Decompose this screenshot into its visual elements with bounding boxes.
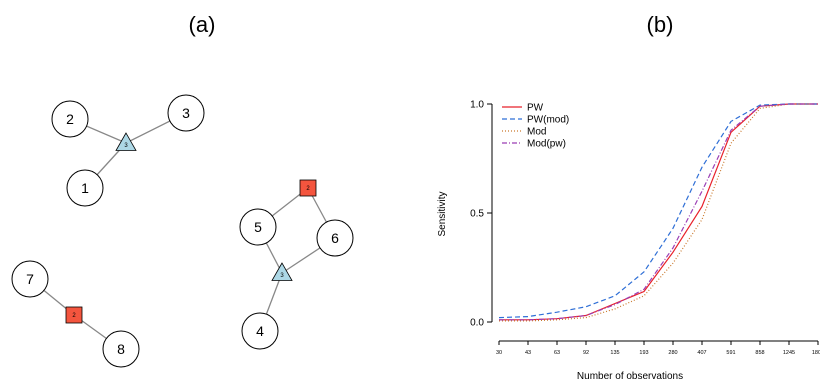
node-triangle [115,132,137,151]
node-square [299,179,317,197]
x-tick-label: 193 [639,350,648,356]
node-label: 3 [124,143,128,149]
y-axis-label: Sensitivity [437,191,448,236]
node-triangle [271,262,293,281]
graph-node-square: 2 [299,179,317,197]
x-axis-label: Number of observations [577,371,683,382]
graph-node-circle: 8 [102,330,140,368]
node-circle [11,260,49,298]
node-circle [51,100,89,138]
legend-label: PW(mod) [527,115,569,126]
node-circle [316,219,354,257]
graph-nodes: 1 2 3 3 5 6 4 2 3 7 8 2 [11,94,354,368]
graph-node-triangle: 3 [115,132,137,151]
graph-node-circle: 7 [11,260,49,298]
x-tick-label: 30 [496,350,502,356]
x-tick-label: 280 [668,350,677,356]
node-circle [241,312,279,350]
node-circle [102,330,140,368]
panel-a-network: 1 2 3 3 5 6 4 2 3 7 8 2 [11,94,354,368]
x-tick-label: 135 [610,350,619,356]
node-label: 2 [72,313,76,319]
x-tick-label: 1807 [812,350,820,356]
legend-label: Mod(pw) [527,139,566,150]
chart-axes: 0.0 0.5 1.0 30 43 63 92 135 193 280 407 591 858 1245 1… [470,100,820,357]
series-line-mod [499,103,818,322]
x-tick-label: 63 [554,350,560,356]
node-square [65,306,83,324]
chart-series [498,103,818,322]
y-tick-label: 1.0 [470,100,484,111]
x-tick-label: 92 [583,350,589,356]
x-tick-label: 591 [726,350,735,356]
node-circle [167,94,205,132]
graph-node-circle: 2 [51,100,89,138]
graph-node-square: 2 [65,306,83,324]
node-label: 8 [117,341,125,357]
y-tick-label: 0.5 [470,209,484,220]
series-line-mod-pw [499,103,818,321]
graph-node-circle: 5 [239,208,277,246]
node-label: 3 [280,273,284,279]
graph-node-circle: 1 [66,169,104,207]
node-label: 5 [254,219,262,235]
x-tick-label: 1245 [783,350,795,356]
node-label: 1 [81,180,89,196]
graph-node-circle: 3 [167,94,205,132]
legend-label: Mod [527,127,546,138]
graph-node-triangle: 3 [271,262,293,281]
panel-b-chart: 0.0 0.5 1.0 30 43 63 92 135 193 280 407 591 858 1245 1… [437,100,820,382]
node-label: 2 [306,186,310,192]
node-label: 4 [256,323,264,339]
node-label: 3 [182,105,190,121]
graph-node-circle: 4 [241,312,279,350]
panel-a-title: (a) [189,12,216,37]
x-tick-label: 858 [755,350,764,356]
panel-b-title: (b) [647,12,674,37]
x-tick-label: 407 [697,350,706,356]
node-label: 2 [66,111,74,127]
y-tick-label: 0.0 [470,318,484,329]
node-label: 7 [26,271,34,287]
node-circle [66,169,104,207]
graph-node-circle: 6 [316,219,354,257]
series-line-pw-mod [498,103,818,319]
x-tick-label: 43 [525,350,531,356]
series-line-pw [499,103,818,321]
node-label: 6 [331,230,339,246]
node-circle [239,208,277,246]
legend-label: PW [527,103,544,114]
